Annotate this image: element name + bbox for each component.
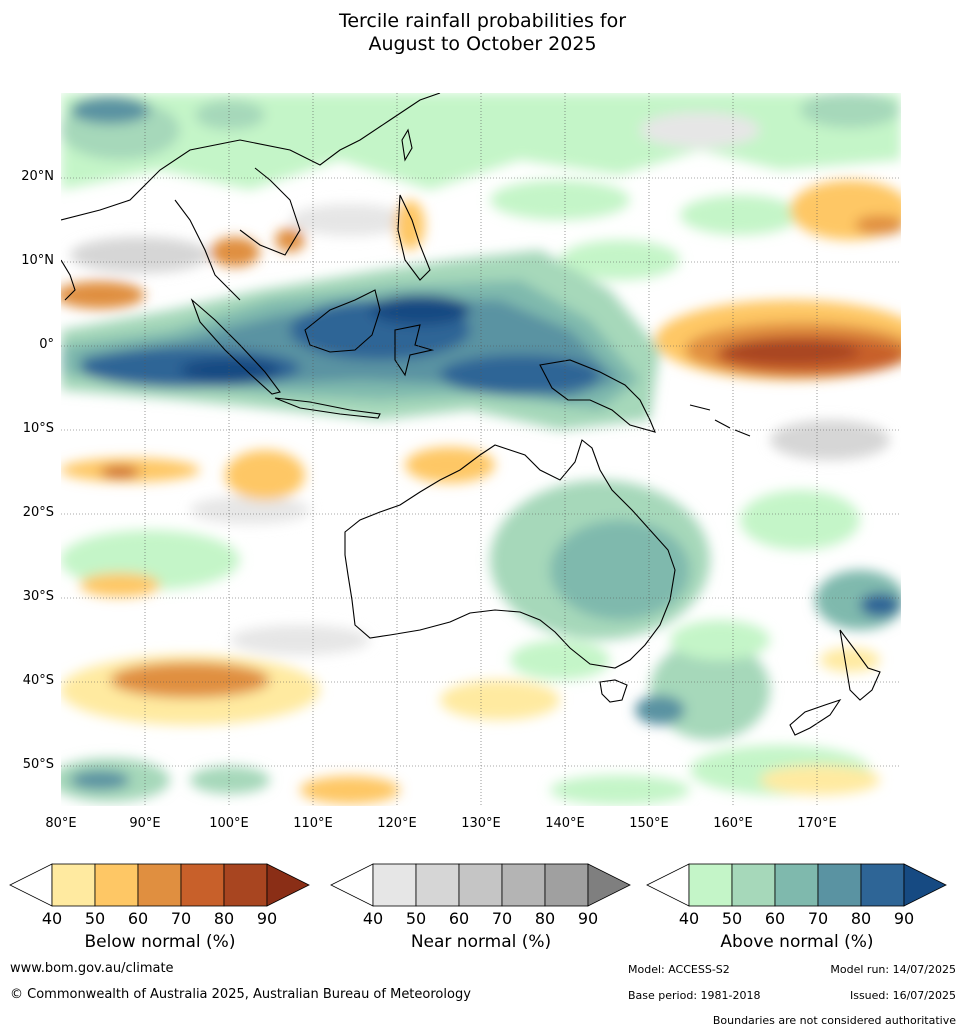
colorbar-near-segment <box>458 863 503 907</box>
solomon-islands <box>689 404 751 437</box>
lat-label-0: 0° <box>39 337 54 352</box>
colorbar-near-tick-label: 70 <box>492 909 512 928</box>
colorbar-above-segment <box>860 863 905 907</box>
colorbar-above-tick-label: 70 <box>808 909 828 928</box>
colorbar-near-extend-high <box>587 863 631 907</box>
colorbar-near-segment <box>501 863 546 907</box>
coastlines <box>61 93 881 736</box>
colorbar-caption-near: Near normal (%) <box>410 932 552 952</box>
probability-fields <box>61 93 901 805</box>
colorbar-caption-below: Below normal (%) <box>84 932 236 952</box>
asia-mainland-outline <box>61 93 441 301</box>
colorbar-below-segment <box>137 863 182 907</box>
colorbar-near-tick-label: 80 <box>535 909 555 928</box>
colorbar-above-segment <box>688 863 733 907</box>
lat-label-10n: 10°N <box>21 253 54 268</box>
footer-base-period: Base period: 1981-2018 <box>628 989 761 1002</box>
colorbar-below-tick-label: 80 <box>214 909 234 928</box>
colorbar-below-segment <box>51 863 96 907</box>
colorbars: 40 50 60 70 80 90 40 50 60 70 80 90 40 50 60 70 80 90 <box>9 863 947 928</box>
colorbar-near-segment <box>372 863 417 907</box>
lon-label-160e: 160°E <box>713 816 753 831</box>
new-zealand-north-outline <box>839 629 881 701</box>
sumatra-outline <box>190 298 281 395</box>
colorbar-below-tick-label: 60 <box>128 909 148 928</box>
colorbar-above-extend-high <box>903 863 947 907</box>
map-title: Tercile rainfall probabilities for Augus… <box>0 10 965 56</box>
lat-label-50s: 50°S <box>22 757 54 772</box>
lon-label-90e: 90°E <box>129 816 161 831</box>
lon-label-140e: 140°E <box>545 816 585 831</box>
lon-label-170e: 170°E <box>797 816 837 831</box>
gridlines <box>61 93 901 806</box>
colorbar-below-tick-label: 50 <box>85 909 105 928</box>
lat-label-30s: 30°S <box>22 589 54 604</box>
new-guinea-outline <box>539 359 656 433</box>
lon-label-120e: 120°E <box>377 816 417 831</box>
australia-outline <box>344 439 676 669</box>
colorbar-below-segment <box>223 863 268 907</box>
lat-label-10s: 10°S <box>22 421 54 436</box>
lat-label-20n: 20°N <box>21 169 54 184</box>
new-zealand-south-outline <box>789 698 842 736</box>
colorbar-near-tick-label: 60 <box>449 909 469 928</box>
colorbar-below-extend-low <box>9 863 53 907</box>
colorbar-above-segment <box>817 863 862 907</box>
colorbar-above-extend-low <box>646 863 690 907</box>
colorbar-above-tick-label: 60 <box>765 909 785 928</box>
colorbar-above-tick-label: 40 <box>679 909 699 928</box>
colorbar-above-tick-label: 80 <box>851 909 871 928</box>
lon-label-80e: 80°E <box>45 816 77 831</box>
sulawesi-outline <box>394 324 435 377</box>
footer-issued: Issued: 16/07/2025 <box>849 989 956 1002</box>
lon-label-110e: 110°E <box>293 816 333 831</box>
footer-copyright: © Commonwealth of Australia 2025, Austra… <box>10 987 471 1002</box>
colorbar-below-tick-label: 70 <box>171 909 191 928</box>
colorbar-below-extend-high <box>266 863 310 907</box>
colorbar-near-segment <box>544 863 589 907</box>
title-line-1: Tercile rainfall probabilities for <box>338 10 627 32</box>
colorbar-below-segment <box>94 863 139 907</box>
philippines-outline <box>397 194 431 281</box>
taiwan-outline <box>401 128 413 162</box>
colorbar-below: 40 50 60 70 80 90 <box>9 863 310 928</box>
borneo-outline <box>304 289 381 353</box>
java-outline <box>274 397 381 419</box>
colorbar-above-tick-label: 90 <box>894 909 914 928</box>
lat-label-20s: 20°S <box>22 505 54 520</box>
colorbar-above-segment <box>731 863 776 907</box>
colorbar-caption-above: Above normal (%) <box>720 932 874 952</box>
lon-label-150e: 150°E <box>629 816 669 831</box>
colorbar-near-tick-label: 40 <box>363 909 383 928</box>
colorbar-near: 40 50 60 70 80 90 <box>330 863 631 928</box>
colorbar-below-segment <box>180 863 225 907</box>
colorbar-below-tick-label: 40 <box>42 909 62 928</box>
tasmania-outline <box>599 679 628 703</box>
colorbar-near-tick-label: 90 <box>578 909 598 928</box>
footer-model-run: Model run: 14/07/2025 <box>830 963 956 976</box>
footer-disclaimer: Boundaries are not considered authoritat… <box>712 1014 956 1027</box>
colorbar-near-tick-label: 50 <box>406 909 426 928</box>
lon-label-130e: 130°E <box>461 816 501 831</box>
colorbar-above-tick-label: 50 <box>722 909 742 928</box>
title-line-2: August to October 2025 <box>368 33 597 55</box>
colorbar-above-segment <box>774 863 819 907</box>
footer-website: www.bom.gov.au/climate <box>10 961 174 976</box>
colorbar-near-segment <box>415 863 460 907</box>
lat-label-40s: 40°S <box>22 673 54 688</box>
colorbar-below-tick-label: 90 <box>257 909 277 928</box>
lon-label-100e: 100°E <box>209 816 249 831</box>
colorbar-near-extend-low <box>330 863 374 907</box>
colorbar-above: 40 50 60 70 80 90 <box>646 863 947 928</box>
footer-model: Model: ACCESS-S2 <box>628 963 730 976</box>
india-outline <box>61 259 76 301</box>
